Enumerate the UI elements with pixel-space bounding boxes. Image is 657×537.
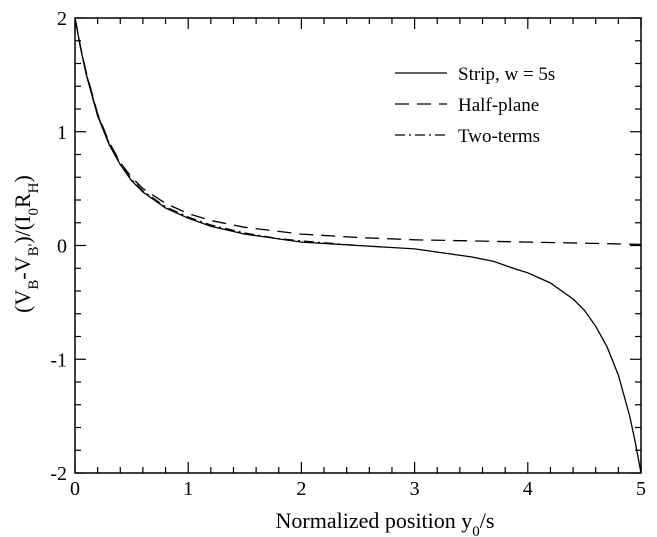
- legend: Strip, w = 5s Half-plane Two-terms: [395, 64, 555, 147]
- x-axis-label: Normalized position y0/s: [276, 508, 495, 537]
- y-axis-label-sub: B': [26, 243, 42, 256]
- y-axis-label-part: )/(I: [10, 216, 35, 244]
- y-axis-label: (VB-VB')/(I0RH): [10, 175, 42, 313]
- ticks-layer: [74, 17, 642, 474]
- x-axis-label-tail: /s: [480, 508, 495, 533]
- y-tick-label: 2: [57, 8, 67, 30]
- y-tick-label: 1: [57, 122, 67, 144]
- y-axis-label-part: ): [10, 175, 35, 182]
- y-tick-label: 0: [57, 236, 67, 258]
- x-tick-label: 5: [636, 478, 646, 500]
- series-line-two-terms: [74, 17, 359, 247]
- x-tick-label: 1: [183, 478, 193, 500]
- x-tick-label: 2: [296, 478, 306, 500]
- y-axis-label-part: (V: [10, 289, 35, 312]
- y-axis-label-sub: B: [26, 280, 42, 290]
- series-line-half-plane: [74, 17, 642, 246]
- y-axis-label-part: R: [10, 193, 35, 208]
- legend-label: Half-plane: [458, 95, 539, 116]
- y-axis-label-sub: 0: [26, 208, 42, 216]
- y-tick-label: -1: [50, 349, 67, 371]
- x-axis-label-main: Normalized position y: [276, 508, 473, 533]
- x-tick-label: 0: [70, 478, 80, 500]
- series-layer: [74, 17, 642, 474]
- x-tick-label: 4: [523, 478, 533, 500]
- tick-labels-layer: 0 1 2 3 4 5 -2 -1 0 1 2: [50, 8, 646, 500]
- plot-frame: [74, 17, 642, 474]
- legend-label: Two-terms: [458, 126, 540, 147]
- y-tick-label: -2: [50, 463, 67, 485]
- x-tick-label: 3: [410, 478, 420, 500]
- x-axis-label-sub: 0: [472, 524, 480, 537]
- y-axis-label-part: -V: [10, 256, 35, 279]
- legend-label: Strip, w = 5s: [458, 64, 555, 85]
- y-axis-label-sub: H: [26, 182, 42, 193]
